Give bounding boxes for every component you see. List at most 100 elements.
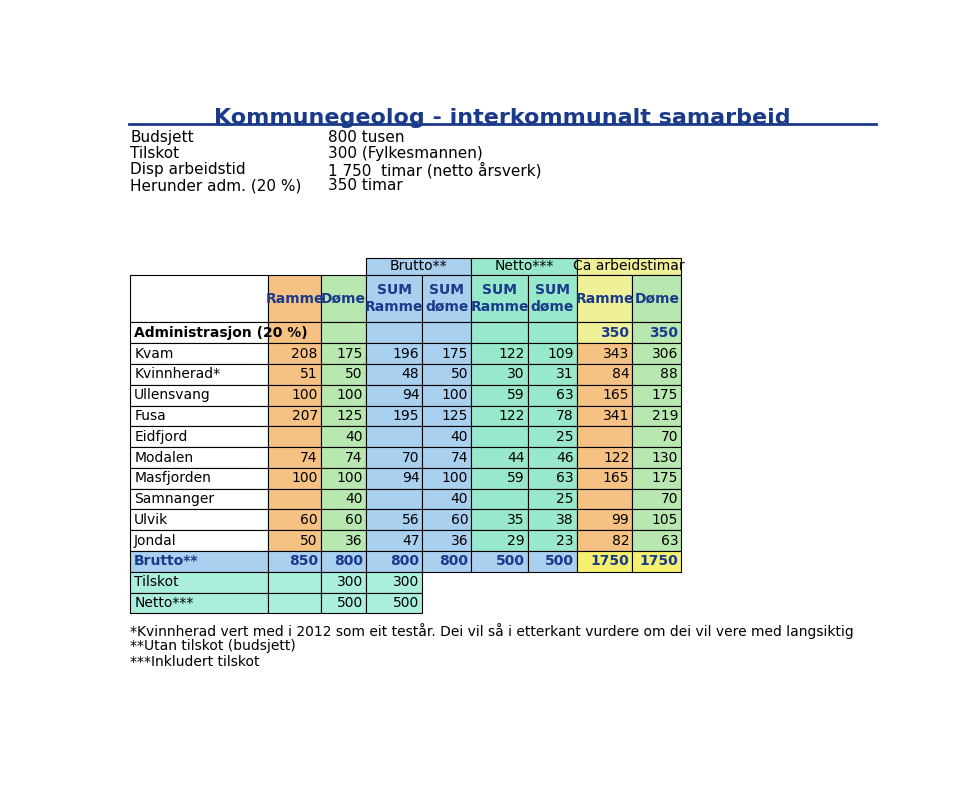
Text: Jondal: Jondal — [134, 534, 176, 548]
Bar — [632, 447, 681, 468]
Text: 300 (Fylkesmannen): 300 (Fylkesmannen) — [328, 146, 482, 161]
Bar — [269, 489, 320, 510]
Bar — [320, 258, 366, 274]
Text: ***Inkludert tilskot: ***Inkludert tilskot — [130, 655, 260, 669]
Text: 130: 130 — [652, 450, 678, 465]
Text: 122: 122 — [499, 346, 524, 361]
Bar — [320, 510, 366, 530]
Bar — [632, 551, 681, 572]
Text: Døme: Døme — [634, 291, 679, 306]
Bar — [422, 468, 471, 489]
Text: 850: 850 — [289, 554, 318, 569]
Text: 175: 175 — [652, 471, 678, 486]
Bar — [130, 322, 269, 343]
Text: 70: 70 — [661, 492, 678, 506]
Bar — [471, 258, 576, 274]
Bar — [632, 274, 681, 322]
Bar — [576, 489, 632, 510]
Text: 60: 60 — [451, 513, 468, 527]
Text: Masfjorden: Masfjorden — [134, 471, 211, 486]
Bar — [632, 530, 681, 551]
Bar — [269, 447, 320, 468]
Text: Brutto**: Brutto** — [134, 554, 199, 569]
Bar — [422, 385, 471, 406]
Bar — [130, 572, 269, 593]
Text: 500: 500 — [393, 596, 419, 610]
Bar — [130, 426, 269, 447]
Text: 195: 195 — [393, 409, 419, 423]
Text: 40: 40 — [345, 430, 363, 444]
Text: 100: 100 — [336, 471, 363, 486]
Bar — [528, 274, 576, 322]
Bar — [632, 364, 681, 385]
Bar — [528, 530, 576, 551]
Bar — [269, 364, 320, 385]
Bar — [471, 447, 528, 468]
Text: Netto***: Netto*** — [134, 596, 193, 610]
Text: Ulvik: Ulvik — [134, 513, 169, 527]
Bar — [528, 468, 576, 489]
Bar — [366, 530, 422, 551]
Text: 74: 74 — [345, 450, 363, 465]
Bar — [632, 322, 681, 343]
Bar — [471, 385, 528, 406]
Text: SUM
Ramme: SUM Ramme — [470, 283, 529, 314]
Bar — [366, 468, 422, 489]
Bar — [366, 343, 422, 364]
Text: 63: 63 — [556, 388, 573, 402]
Text: 46: 46 — [556, 450, 573, 465]
Text: 343: 343 — [603, 346, 629, 361]
Bar — [471, 551, 528, 572]
Text: 94: 94 — [402, 388, 419, 402]
Bar — [471, 426, 528, 447]
Bar — [576, 274, 632, 322]
Text: 1750: 1750 — [591, 554, 629, 569]
Bar — [130, 343, 269, 364]
Bar — [632, 468, 681, 489]
Bar — [269, 468, 320, 489]
Bar — [471, 343, 528, 364]
Text: 51: 51 — [300, 367, 318, 382]
Text: 40: 40 — [451, 430, 468, 444]
Bar — [130, 406, 269, 426]
Bar — [366, 593, 422, 614]
Text: 175: 175 — [652, 388, 678, 402]
Bar — [471, 468, 528, 489]
Text: SUM
døme: SUM døme — [530, 283, 574, 314]
Text: SUM
Ramme: SUM Ramme — [365, 283, 423, 314]
Bar — [320, 489, 366, 510]
Text: 1750: 1750 — [639, 554, 678, 569]
Bar — [576, 468, 632, 489]
Text: **Utan tilskot (budsjett): **Utan tilskot (budsjett) — [130, 639, 296, 653]
Text: 38: 38 — [556, 513, 573, 527]
Text: Eidfjord: Eidfjord — [134, 430, 187, 444]
Bar — [366, 447, 422, 468]
Bar — [269, 274, 320, 322]
Text: 500: 500 — [336, 596, 363, 610]
Text: 78: 78 — [556, 409, 573, 423]
Text: Kommunegeolog - interkommunalt samarbeid: Kommunegeolog - interkommunalt samarbeid — [214, 107, 791, 127]
Bar — [320, 447, 366, 468]
Text: Herunder adm. (20 %): Herunder adm. (20 %) — [130, 178, 302, 194]
Bar — [320, 385, 366, 406]
Bar — [422, 274, 471, 322]
Text: Netto***: Netto*** — [494, 259, 554, 273]
Bar — [269, 572, 320, 593]
Text: 63: 63 — [556, 471, 573, 486]
Bar — [528, 426, 576, 447]
Bar — [471, 274, 528, 322]
Text: 125: 125 — [336, 409, 363, 423]
Bar — [320, 322, 366, 343]
Text: Disp arbeidstid: Disp arbeidstid — [130, 162, 246, 178]
Text: 350: 350 — [601, 326, 629, 340]
Bar — [528, 551, 576, 572]
Text: 60: 60 — [300, 513, 318, 527]
Bar — [130, 274, 269, 322]
Bar — [320, 551, 366, 572]
Text: 100: 100 — [442, 471, 468, 486]
Text: Ullensvang: Ullensvang — [134, 388, 211, 402]
Bar — [130, 447, 269, 468]
Bar — [422, 551, 471, 572]
Text: Modalen: Modalen — [134, 450, 193, 465]
Bar — [366, 364, 422, 385]
